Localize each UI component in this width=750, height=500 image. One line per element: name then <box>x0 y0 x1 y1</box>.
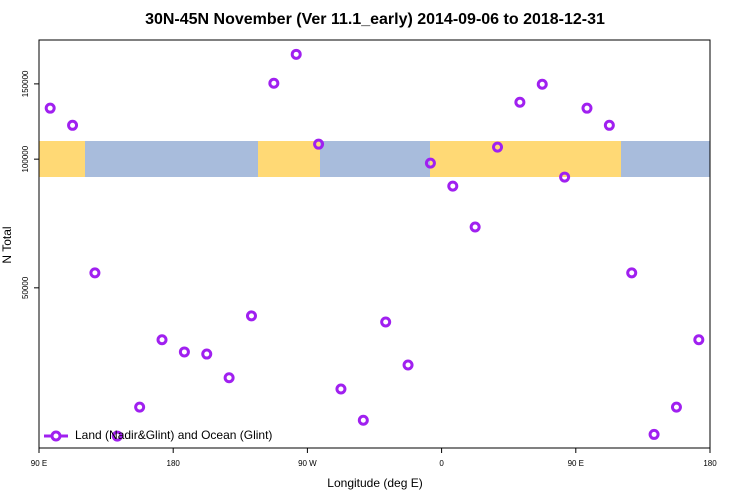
point <box>626 267 638 279</box>
point <box>492 141 504 153</box>
x-tick-label: 90 W <box>298 459 317 468</box>
y-tick-label: 50000 <box>21 276 30 299</box>
chart-title: 30N-45N November (Ver 11.1_early) 2014-0… <box>145 11 605 28</box>
point <box>648 428 660 440</box>
point <box>245 310 257 322</box>
x-tick-label: 90 E <box>31 459 47 468</box>
point <box>670 401 682 413</box>
ocean <box>320 141 430 177</box>
point <box>44 102 56 114</box>
point <box>67 119 79 131</box>
point <box>268 77 280 89</box>
x-tick-label: 180 <box>703 459 717 468</box>
point <box>223 372 235 384</box>
x-axis-label: Longitude (deg E) <box>327 476 422 490</box>
point <box>693 334 705 346</box>
point <box>581 102 593 114</box>
point <box>447 180 459 192</box>
legend-label: Land (Nadir&Glint) and Ocean (Glint) <box>75 428 272 442</box>
point <box>402 359 414 371</box>
point <box>111 430 123 442</box>
point <box>134 401 146 413</box>
point <box>357 414 369 426</box>
point <box>514 96 526 108</box>
plot-frame <box>38 39 711 449</box>
point <box>559 171 571 183</box>
point <box>424 157 436 169</box>
ocean <box>85 141 258 177</box>
point <box>156 334 168 346</box>
ocean <box>621 141 710 177</box>
y-axis-label: N Total <box>0 226 14 263</box>
point <box>380 316 392 328</box>
point <box>469 221 481 233</box>
legend-marker <box>50 430 62 442</box>
y-tick-label: 100000 <box>21 145 30 172</box>
point <box>335 383 347 395</box>
x-tick-label: 180 <box>167 459 181 468</box>
point <box>290 48 302 60</box>
point <box>178 346 190 358</box>
map-band <box>39 141 710 177</box>
x-tick-label: 90 E <box>568 459 584 468</box>
x-tick-label: 0 <box>439 459 444 468</box>
point <box>603 119 615 131</box>
point <box>313 138 325 150</box>
point <box>201 348 213 360</box>
point <box>536 78 548 90</box>
point <box>89 267 101 279</box>
y-tick-label: 150000 <box>21 70 30 97</box>
